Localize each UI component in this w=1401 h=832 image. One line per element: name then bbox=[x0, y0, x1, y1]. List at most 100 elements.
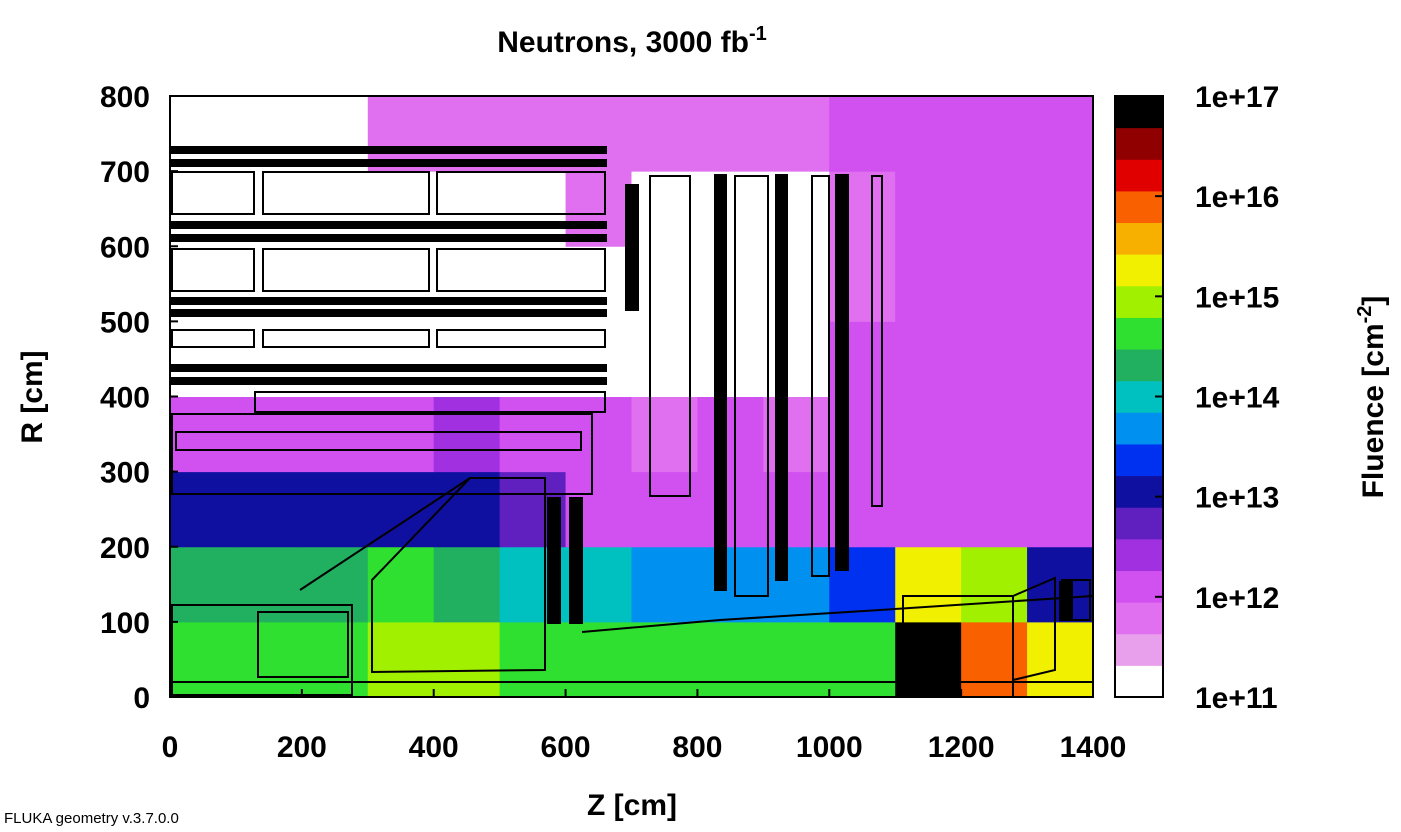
colorbar: 1e+11 1e+12 1e+13 1e+14 1e+15 1e+16 1e+17 bbox=[1114, 81, 1280, 715]
heatmap-cell bbox=[763, 321, 830, 397]
heatmap-cell bbox=[170, 471, 237, 548]
heatmap-cell bbox=[301, 621, 369, 697]
heatmap-cell bbox=[763, 471, 830, 548]
heatmap-cell bbox=[367, 546, 435, 623]
y-tick-label: 700 bbox=[100, 156, 150, 189]
heatmap-cell bbox=[961, 546, 1028, 623]
heatmap-cell bbox=[1027, 246, 1093, 322]
colorbar-band bbox=[1115, 507, 1163, 540]
colorbar-label-superscript: -2 bbox=[1354, 306, 1376, 324]
heatmap-cell bbox=[433, 396, 501, 473]
heatmap-cell bbox=[367, 471, 435, 548]
heatmap-cell bbox=[235, 471, 303, 548]
heatmap-cell bbox=[961, 396, 1028, 473]
heatmap-cell bbox=[235, 396, 303, 473]
colorbar-band bbox=[1115, 443, 1163, 477]
heatmap-cell bbox=[631, 246, 698, 322]
heatmap-cell bbox=[895, 396, 962, 473]
heatmap-cell bbox=[301, 546, 369, 623]
colorbar-band bbox=[1115, 317, 1163, 350]
heatmap-cell bbox=[433, 321, 501, 397]
heatmap-cell bbox=[697, 96, 764, 172]
colorbar-band bbox=[1115, 127, 1163, 160]
x-tick-label: 1400 bbox=[1060, 731, 1127, 764]
heatmap-cell bbox=[170, 546, 237, 623]
heatmap-cell bbox=[367, 321, 435, 397]
heatmap-cell bbox=[763, 396, 830, 473]
heatmap-cell bbox=[697, 246, 764, 322]
title-superscript: -1 bbox=[749, 23, 767, 45]
heatmap-cell bbox=[235, 321, 303, 397]
footer: FLUKA geometry v.3.7.0.0 bbox=[4, 810, 179, 827]
axes: 0 200 400 600 800 1000 1200 1400 0 100 200 300 400 50… bbox=[100, 81, 1126, 764]
colorbar-band bbox=[1115, 222, 1163, 255]
heatmap-cell bbox=[301, 321, 369, 397]
heatmap-cell bbox=[961, 171, 1028, 247]
heatmap-cell bbox=[631, 171, 698, 247]
colorbar-tick-label: 1e+15 bbox=[1195, 281, 1279, 314]
colorbar-band bbox=[1115, 285, 1163, 318]
heatmap-cell bbox=[433, 621, 501, 697]
heatmap-cell bbox=[895, 246, 962, 322]
y-tick-label: 300 bbox=[100, 457, 150, 490]
heatmap-cell bbox=[895, 621, 962, 697]
y-tick-label: 0 bbox=[133, 682, 150, 715]
colorbar-band bbox=[1115, 349, 1163, 382]
x-tick-label: 200 bbox=[277, 731, 327, 764]
colorbar-band bbox=[1115, 665, 1163, 698]
colorbar-band bbox=[1115, 633, 1163, 666]
heatmap-cell bbox=[1027, 171, 1093, 247]
heatmap-cell bbox=[499, 321, 567, 397]
heatmap-cell bbox=[631, 321, 698, 397]
colorbar-band bbox=[1115, 475, 1163, 508]
y-tick-label: 500 bbox=[100, 306, 150, 339]
heatmap-cell bbox=[961, 621, 1028, 697]
colorbar-band bbox=[1115, 96, 1163, 129]
heatmap-cell bbox=[235, 621, 303, 697]
x-tick-label: 0 bbox=[162, 731, 179, 764]
heatmap-cell bbox=[961, 471, 1028, 548]
heatmap-cell bbox=[170, 621, 237, 697]
colorbar-tick-label: 1e+14 bbox=[1195, 382, 1280, 415]
heatmap-cell bbox=[1027, 321, 1093, 397]
x-tick-label: 800 bbox=[672, 731, 722, 764]
heatmap-cell bbox=[763, 246, 830, 322]
heatmap-cell bbox=[697, 321, 764, 397]
colorbar-tick-label: 1e+16 bbox=[1195, 181, 1279, 214]
heatmap-cell bbox=[631, 621, 698, 697]
y-tick-label: 100 bbox=[100, 607, 150, 640]
y-tick-label: 400 bbox=[100, 382, 150, 415]
chart-title: Neutrons, 3000 fb-1 bbox=[497, 23, 767, 59]
colorbar-band bbox=[1115, 159, 1163, 192]
y-tick-label: 800 bbox=[100, 81, 150, 114]
colorbar-band bbox=[1115, 538, 1163, 571]
heatmap-cell bbox=[895, 471, 962, 548]
y-axis-label: R [cm] bbox=[16, 350, 49, 443]
y-tick-label: 600 bbox=[100, 231, 150, 264]
heatmap-cell bbox=[961, 246, 1028, 322]
heatmap-cell bbox=[499, 621, 567, 697]
heatmap-cell bbox=[697, 546, 764, 623]
heatmap-cell bbox=[961, 96, 1028, 172]
y-tick-label: 200 bbox=[100, 532, 150, 565]
heatmap-cell bbox=[433, 546, 501, 623]
geometry-outline bbox=[170, 146, 1093, 697]
colorbar-tick-label: 1e+13 bbox=[1195, 482, 1279, 515]
heatmap-cell bbox=[367, 621, 435, 697]
colorbar-tick-label: 1e+17 bbox=[1195, 81, 1279, 114]
heatmap-cell bbox=[895, 96, 962, 172]
heatmap-cell bbox=[895, 546, 962, 623]
heatmap-cell bbox=[565, 396, 632, 473]
heatmap-cell bbox=[697, 396, 764, 473]
colorbar-label: Fluence [cm-2] bbox=[1354, 296, 1390, 499]
colorbar-tick-label: 1e+11 bbox=[1195, 682, 1278, 715]
heatmap-cell bbox=[763, 96, 830, 172]
x-tick-label: 1200 bbox=[928, 731, 995, 764]
heatmap-cell bbox=[170, 396, 237, 473]
heatmap-cell bbox=[763, 621, 830, 697]
heatmap-cell bbox=[367, 396, 435, 473]
heatmap-cell bbox=[829, 621, 896, 697]
x-axis-label: Z [cm] bbox=[587, 789, 677, 822]
heatmap-cell bbox=[1027, 621, 1093, 697]
